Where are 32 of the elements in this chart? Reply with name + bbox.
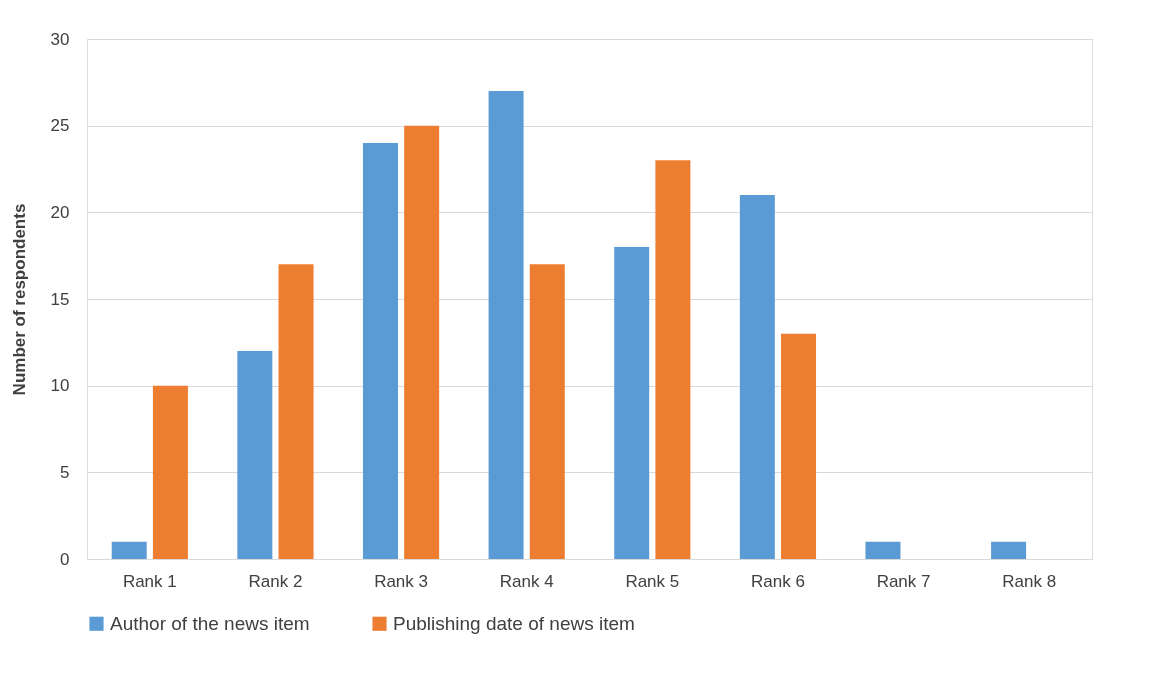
bar bbox=[404, 125, 440, 559]
x-tick-label: Rank 3 bbox=[374, 571, 428, 591]
legend-label: Author of the news item bbox=[110, 612, 310, 634]
x-tick-label: Rank 8 bbox=[1002, 571, 1057, 591]
x-tick-label: Rank 4 bbox=[499, 571, 554, 591]
bar bbox=[614, 247, 650, 559]
x-tick-label: Rank 1 bbox=[122, 571, 177, 591]
y-tick-label: 0 bbox=[60, 549, 70, 569]
bar bbox=[781, 333, 817, 559]
bar bbox=[362, 143, 398, 559]
bar bbox=[739, 195, 775, 559]
y-tick-label: 25 bbox=[50, 116, 70, 136]
bar bbox=[488, 91, 524, 559]
y-tick-label: 10 bbox=[50, 376, 70, 396]
bar bbox=[152, 385, 188, 559]
bar bbox=[991, 541, 1027, 559]
bar bbox=[237, 351, 273, 559]
y-tick-label: 20 bbox=[50, 202, 70, 222]
bar bbox=[111, 541, 147, 559]
bar bbox=[529, 264, 565, 559]
x-tick-label: Rank 7 bbox=[876, 571, 931, 591]
x-tick-label: Rank 6 bbox=[751, 571, 805, 591]
y-axis-title: Number of respondents bbox=[9, 203, 29, 396]
bar bbox=[865, 541, 901, 559]
bar bbox=[278, 264, 314, 559]
bar bbox=[655, 160, 691, 559]
x-tick-label: Rank 2 bbox=[248, 571, 303, 591]
x-tick-label: Rank 5 bbox=[625, 571, 680, 591]
y-tick-label: 15 bbox=[50, 289, 70, 309]
y-tick-label: 5 bbox=[60, 462, 70, 482]
legend-label: Publishing date of news item bbox=[393, 612, 635, 634]
y-tick-label: 30 bbox=[50, 29, 70, 49]
